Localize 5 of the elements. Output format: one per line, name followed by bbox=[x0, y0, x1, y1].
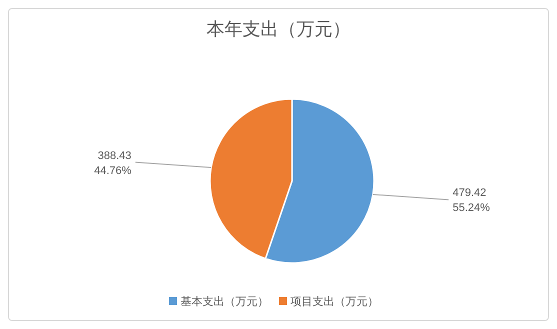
legend-label: 基本支出（万元） bbox=[180, 296, 268, 308]
legend-label: 项目支出（万元） bbox=[290, 296, 378, 308]
chart-title: 本年支出（万元） bbox=[206, 18, 352, 41]
data-label: 479.42 55.24% bbox=[452, 187, 490, 214]
data-label: 388.43 44.76% bbox=[94, 150, 132, 177]
